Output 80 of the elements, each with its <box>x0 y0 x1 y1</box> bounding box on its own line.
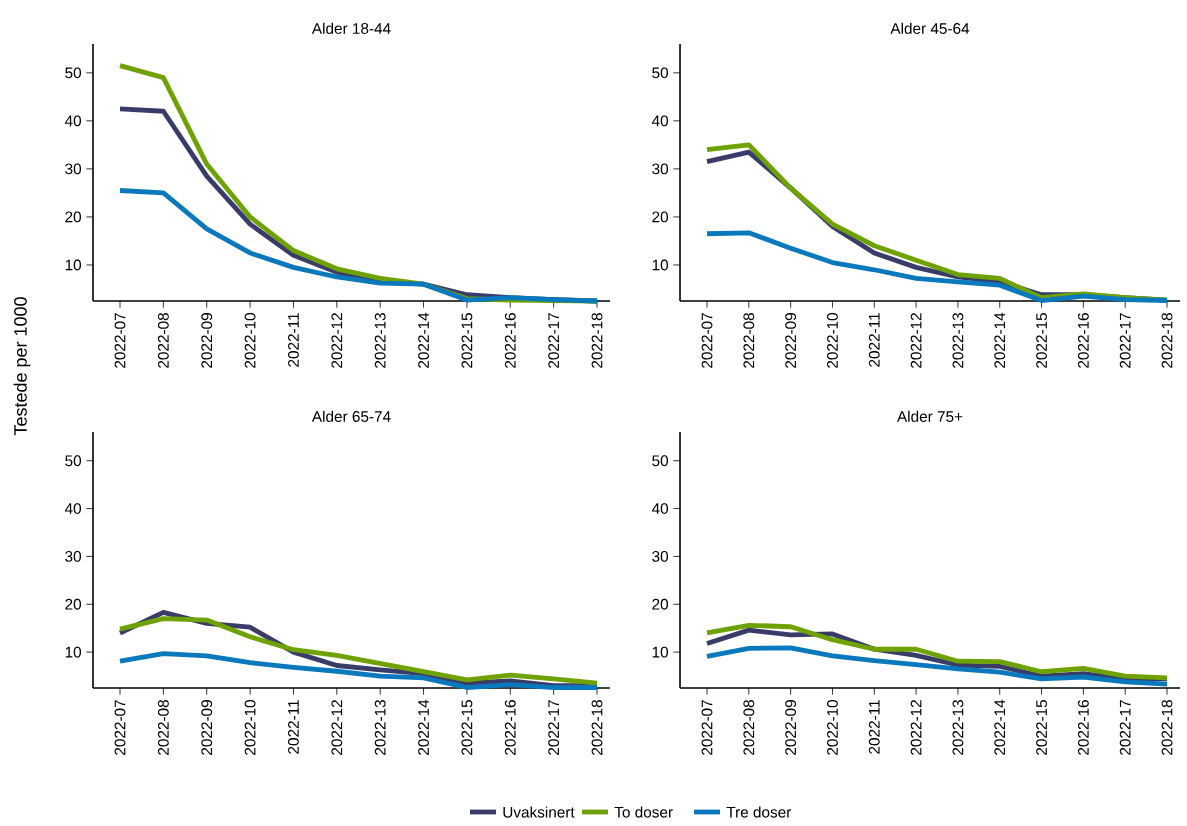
x-tick-label: 2022-09 <box>785 700 797 755</box>
y-tick-label: 50 <box>65 455 82 467</box>
x-tick-label: 2022-13 <box>374 700 386 755</box>
legend-label: To doser <box>614 806 673 818</box>
x-tick-label: 2022-12 <box>331 313 343 368</box>
y-tick-label: 50 <box>65 67 82 79</box>
x-tick-label: 2022-18 <box>591 313 603 368</box>
y-tick-label: 30 <box>65 163 82 175</box>
line-series <box>117 651 600 690</box>
x-tick-label: 2022-17 <box>1119 700 1131 755</box>
legend-label: Uvaksinert <box>503 806 575 818</box>
x-tick-label: 2022-14 <box>418 312 429 368</box>
x-tick-label: 2022-10 <box>827 699 838 755</box>
x-tick-label: 2022-14 <box>418 699 429 755</box>
y-tick-label: 10 <box>65 259 82 271</box>
x-tick-label: 2022-08 <box>157 313 169 368</box>
x-tick-label: 2022-18 <box>1161 313 1173 368</box>
x-tick-label: 2022-15 <box>461 313 473 368</box>
x-tick-label: 2022-11 <box>868 313 880 367</box>
x-tick-label: 2022-11 <box>288 313 299 367</box>
chart-title: Alder 65-74 <box>311 410 391 422</box>
y-tick-label: 40 <box>64 503 82 514</box>
x-tick-label: 2022-08 <box>157 700 169 755</box>
x-tick-label: 2022-18 <box>1161 700 1173 755</box>
x-tick-label: 2022-17 <box>548 700 560 755</box>
y-tick-label: 40 <box>651 503 669 514</box>
x-tick-label: 2022-07 <box>114 313 126 368</box>
x-tick-label: 2022-15 <box>1036 313 1047 368</box>
x-tick-label: 2022-16 <box>1077 313 1089 368</box>
y-tick-label: 20 <box>652 598 669 610</box>
x-tick-label: 2022-13 <box>952 700 964 755</box>
y-tick-label: 10 <box>65 646 82 658</box>
y-tick-label: 40 <box>64 115 82 127</box>
x-tick-label: 2022-17 <box>548 313 560 368</box>
x-tick-label: 2022-17 <box>1119 313 1131 368</box>
line-series <box>704 230 1170 303</box>
x-tick-label: 2022-09 <box>201 313 213 368</box>
x-tick-label: 2022-08 <box>743 313 755 368</box>
x-tick-label: 2022-13 <box>952 313 964 368</box>
x-tick-label: 2022-11 <box>288 700 299 754</box>
x-tick-label: 2022-16 <box>504 313 516 368</box>
x-tick-label: 2022-11 <box>868 700 880 754</box>
x-tick-label: 2022-09 <box>201 700 213 755</box>
y-tick-label: 30 <box>652 163 669 175</box>
x-tick-label: 2022-12 <box>910 313 922 368</box>
y-tick-label: 20 <box>652 211 669 223</box>
x-tick-label: 2022-14 <box>994 312 1006 368</box>
x-tick-label: 2022-12 <box>331 700 343 755</box>
y-tick-label: 30 <box>65 550 82 562</box>
y-tick-label: 20 <box>65 598 82 610</box>
chart-title: Alder 18-44 <box>311 22 391 34</box>
x-tick-label: 2022-10 <box>244 312 256 368</box>
x-tick-label: 2022-16 <box>1077 700 1089 755</box>
x-tick-label: 2022-10 <box>244 699 256 755</box>
y-tick-label: 50 <box>652 67 669 79</box>
y-tick-label: 20 <box>65 211 82 223</box>
x-tick-label: 2022-07 <box>701 313 713 368</box>
x-tick-label: 2022-16 <box>504 700 516 755</box>
x-tick-label: 2022-09 <box>785 313 797 368</box>
y-axis-title: Testede per 1000 <box>13 297 31 436</box>
y-tick-label: 40 <box>651 115 669 127</box>
y-tick-label: 50 <box>652 455 669 467</box>
x-tick-label: 2022-15 <box>1036 700 1047 755</box>
y-tick-label: 10 <box>652 259 669 271</box>
line-series <box>704 645 1170 687</box>
x-tick-label: 2022-07 <box>114 700 126 755</box>
x-tick-label: 2022-14 <box>994 699 1006 755</box>
chart-title: Alder 45-64 <box>890 22 970 34</box>
chart-title: Alder 75+ <box>897 410 963 422</box>
y-tick-label: 30 <box>652 550 669 562</box>
x-tick-label: 2022-13 <box>374 313 386 368</box>
x-tick-label: 2022-18 <box>591 700 603 755</box>
legend-label: Tre doser <box>726 806 792 818</box>
line-series <box>117 188 600 304</box>
x-tick-label: 2022-08 <box>743 700 755 755</box>
x-tick-label: 2022-10 <box>827 312 838 368</box>
y-tick-label: 10 <box>652 646 669 658</box>
x-tick-label: 2022-12 <box>910 700 922 755</box>
x-tick-label: 2022-15 <box>461 700 473 755</box>
x-tick-label: 2022-07 <box>701 700 713 755</box>
